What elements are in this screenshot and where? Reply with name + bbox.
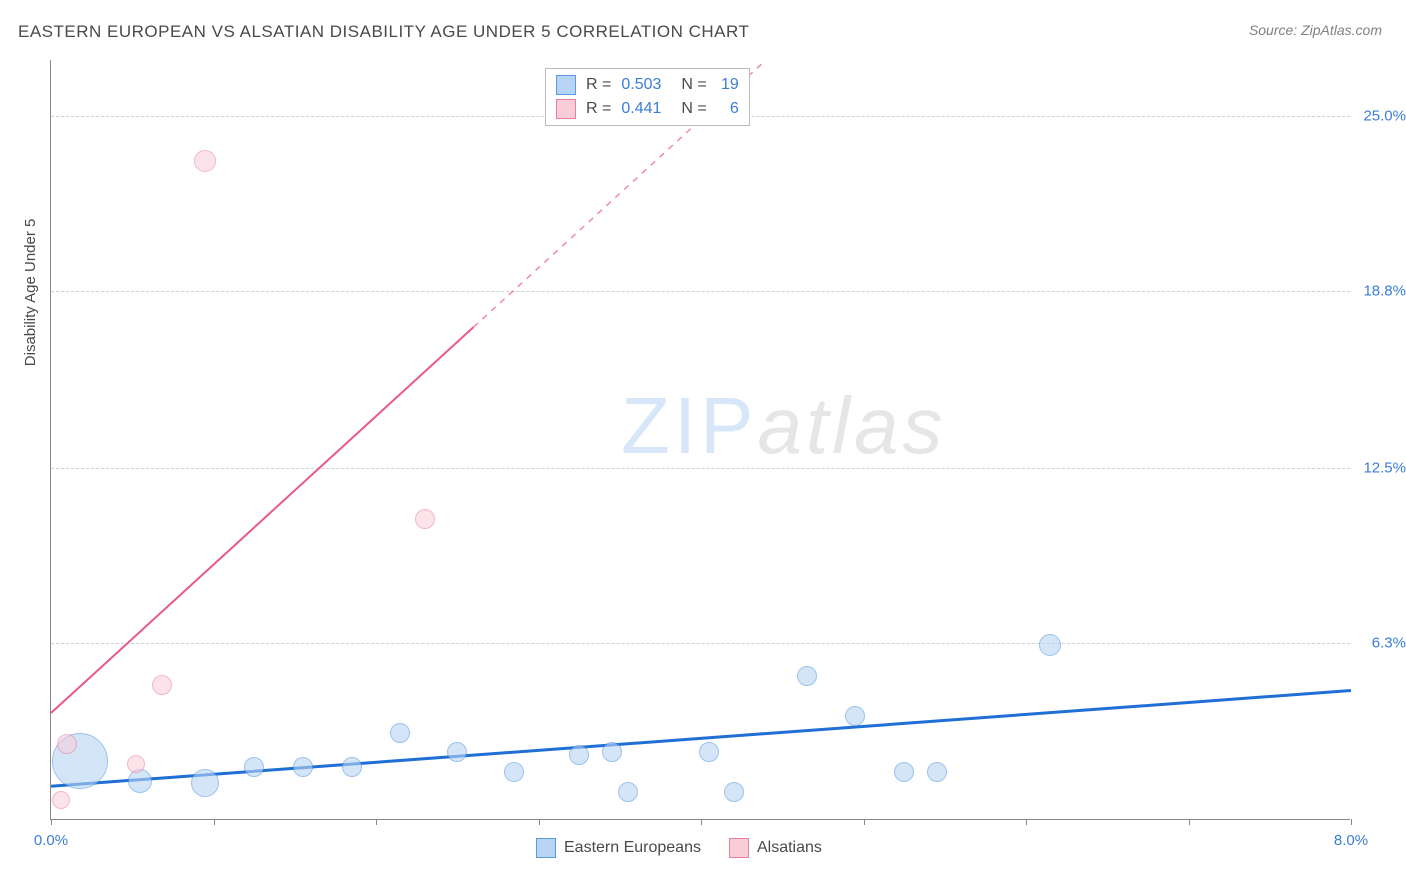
- r-value: 0.503: [621, 73, 661, 97]
- legend-label: Eastern Europeans: [564, 839, 701, 857]
- legend-label: Alsatians: [757, 839, 822, 857]
- x-tick: [1189, 819, 1190, 825]
- data-point: [504, 762, 524, 782]
- x-tick: [51, 819, 52, 825]
- data-point: [415, 509, 435, 529]
- scatter-plot: ZIPatlas 6.3%12.5%18.8%25.0%0.0%8.0%: [50, 60, 1350, 820]
- legend-swatch: [536, 838, 556, 858]
- data-point: [447, 742, 467, 762]
- y-tick-label: 12.5%: [1363, 460, 1406, 477]
- data-point: [293, 757, 313, 777]
- source-attribution: Source: ZipAtlas.com: [1249, 22, 1382, 38]
- data-point: [797, 666, 817, 686]
- data-point: [699, 742, 719, 762]
- correlation-legend: R = 0.503 N = 19 R = 0.441 N = 6: [545, 68, 750, 126]
- r-value: 0.441: [621, 97, 661, 121]
- data-point: [927, 762, 947, 782]
- data-point: [894, 762, 914, 782]
- data-point: [724, 782, 744, 802]
- data-point: [845, 706, 865, 726]
- legend-row: R = 0.441 N = 6: [556, 97, 739, 121]
- x-tick: [376, 819, 377, 825]
- y-tick-label: 25.0%: [1363, 108, 1406, 125]
- data-point: [390, 723, 410, 743]
- x-tick: [1026, 819, 1027, 825]
- x-tick: [539, 819, 540, 825]
- y-tick-label: 6.3%: [1372, 634, 1406, 651]
- data-point: [52, 791, 70, 809]
- legend-item: Eastern Europeans: [536, 838, 701, 858]
- n-label: N =: [681, 73, 706, 97]
- x-tick: [864, 819, 865, 825]
- watermark-atlas: atlas: [757, 381, 946, 470]
- watermark: ZIPatlas: [621, 380, 946, 472]
- data-point: [57, 734, 77, 754]
- trend-lines: [51, 60, 1351, 820]
- chart-title: EASTERN EUROPEAN VS ALSATIAN DISABILITY …: [18, 22, 749, 42]
- x-tick: [214, 819, 215, 825]
- legend-swatch: [556, 99, 576, 119]
- data-point: [618, 782, 638, 802]
- data-point: [244, 757, 264, 777]
- gridline: [51, 291, 1350, 292]
- gridline: [51, 643, 1350, 644]
- data-point: [194, 150, 216, 172]
- r-label: R =: [586, 97, 611, 121]
- watermark-zip: ZIP: [621, 381, 757, 470]
- legend-row: R = 0.503 N = 19: [556, 73, 739, 97]
- x-tick: [701, 819, 702, 825]
- data-point: [127, 755, 145, 773]
- y-tick-label: 18.8%: [1363, 282, 1406, 299]
- legend-swatch: [729, 838, 749, 858]
- x-tick: [1351, 819, 1352, 825]
- data-point: [152, 675, 172, 695]
- n-value: 19: [717, 73, 739, 97]
- n-value: 6: [717, 97, 739, 121]
- x-tick-label: 0.0%: [34, 832, 68, 849]
- r-label: R =: [586, 73, 611, 97]
- data-point: [602, 742, 622, 762]
- y-axis-label: Disability Age Under 5: [22, 219, 39, 367]
- data-point: [342, 757, 362, 777]
- legend-swatch: [556, 75, 576, 95]
- x-tick-label: 8.0%: [1334, 832, 1368, 849]
- n-label: N =: [681, 97, 706, 121]
- data-point: [569, 745, 589, 765]
- data-point: [191, 769, 219, 797]
- gridline: [51, 468, 1350, 469]
- legend-item: Alsatians: [729, 838, 822, 858]
- data-point: [1039, 634, 1061, 656]
- series-legend: Eastern Europeans Alsatians: [536, 838, 822, 858]
